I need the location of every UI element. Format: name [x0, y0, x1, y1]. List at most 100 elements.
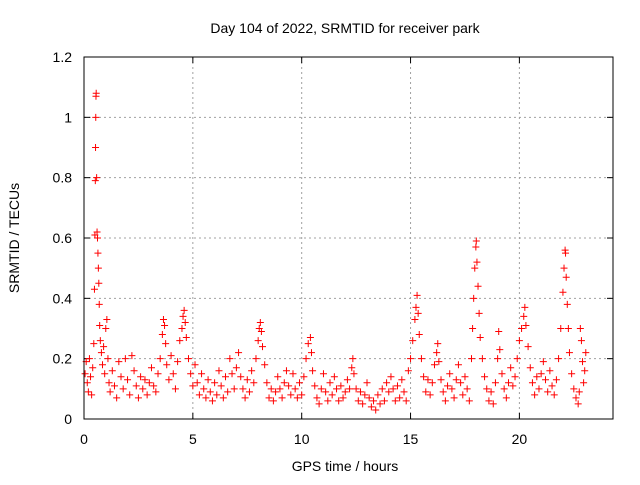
data-point	[413, 291, 421, 299]
data-point	[457, 379, 465, 387]
data-point	[461, 373, 469, 381]
data-point	[560, 264, 568, 272]
data-point	[471, 264, 479, 272]
data-point	[404, 367, 412, 375]
data-point	[152, 388, 160, 396]
data-point	[433, 349, 441, 357]
y-axis-label: SRMTID / TECUs	[6, 183, 22, 293]
data-point	[420, 373, 428, 381]
data-point	[248, 367, 256, 375]
data-point	[577, 337, 585, 345]
data-point	[254, 337, 262, 345]
x-tick-label: 5	[189, 431, 197, 447]
data-point	[472, 237, 480, 245]
data-point	[568, 370, 576, 378]
data-point	[579, 358, 587, 366]
data-point	[162, 340, 170, 348]
data-point	[387, 373, 395, 381]
data-point	[115, 358, 123, 366]
data-point	[159, 315, 167, 323]
data-point	[372, 406, 380, 414]
data-point	[95, 300, 103, 308]
data-point	[104, 355, 112, 363]
data-point	[96, 321, 104, 329]
y-tick-label: 0.4	[53, 290, 73, 306]
data-point	[507, 364, 515, 372]
data-point	[496, 346, 504, 354]
data-point	[572, 394, 580, 402]
data-point	[370, 397, 378, 405]
data-point	[92, 113, 100, 121]
data-point	[121, 355, 129, 363]
data-point	[444, 382, 452, 390]
data-point	[526, 364, 534, 372]
data-point	[241, 394, 249, 402]
data-point	[137, 373, 145, 381]
data-point	[110, 382, 118, 390]
data-point	[94, 249, 102, 257]
data-point	[315, 400, 323, 408]
data-point	[167, 352, 175, 360]
data-point	[515, 337, 523, 345]
data-point	[208, 397, 216, 405]
data-point	[412, 303, 420, 311]
data-point	[182, 334, 190, 342]
data-point	[481, 373, 489, 381]
data-point	[191, 361, 199, 369]
data-point	[134, 394, 142, 402]
data-point	[470, 294, 478, 302]
data-point	[531, 391, 539, 399]
data-point	[93, 228, 101, 236]
data-point	[346, 385, 354, 393]
data-point	[380, 397, 388, 405]
data-point	[361, 391, 369, 399]
data-point	[90, 340, 98, 348]
data-point	[187, 370, 195, 378]
data-point	[300, 373, 308, 381]
data-point	[363, 379, 371, 387]
data-point	[324, 397, 332, 405]
data-point	[557, 325, 565, 332]
data-point	[500, 385, 508, 393]
data-point	[537, 370, 545, 378]
data-point	[232, 364, 240, 372]
data-point	[582, 349, 590, 357]
data-point	[475, 309, 483, 317]
data-point	[415, 331, 423, 339]
data-point	[302, 355, 310, 363]
data-point	[272, 388, 280, 396]
data-point	[441, 397, 449, 405]
data-point	[237, 373, 245, 381]
data-point	[565, 349, 573, 357]
y-tick-label: 0.6	[53, 230, 73, 246]
data-point	[383, 379, 391, 387]
data-point	[349, 355, 357, 363]
data-point	[239, 385, 247, 393]
data-point	[555, 355, 563, 363]
data-point	[158, 331, 166, 339]
data-point	[485, 397, 493, 405]
data-point	[319, 370, 327, 378]
data-point	[546, 367, 554, 375]
data-point	[348, 364, 356, 372]
data-point	[376, 400, 384, 408]
data-point	[335, 397, 343, 405]
data-point	[393, 382, 401, 390]
data-point	[391, 397, 399, 405]
data-point	[483, 385, 491, 393]
data-point	[150, 382, 158, 390]
data-point	[105, 379, 113, 387]
data-point	[94, 264, 102, 272]
data-point	[263, 379, 271, 387]
data-point	[83, 379, 91, 387]
data-point	[91, 177, 99, 185]
data-point	[285, 382, 293, 390]
data-point	[563, 300, 571, 308]
data-point	[463, 385, 471, 393]
data-point	[88, 391, 96, 399]
data-point	[174, 358, 182, 366]
data-point	[473, 258, 481, 266]
data-point	[434, 340, 442, 348]
data-point	[341, 388, 349, 396]
data-point	[92, 89, 100, 97]
